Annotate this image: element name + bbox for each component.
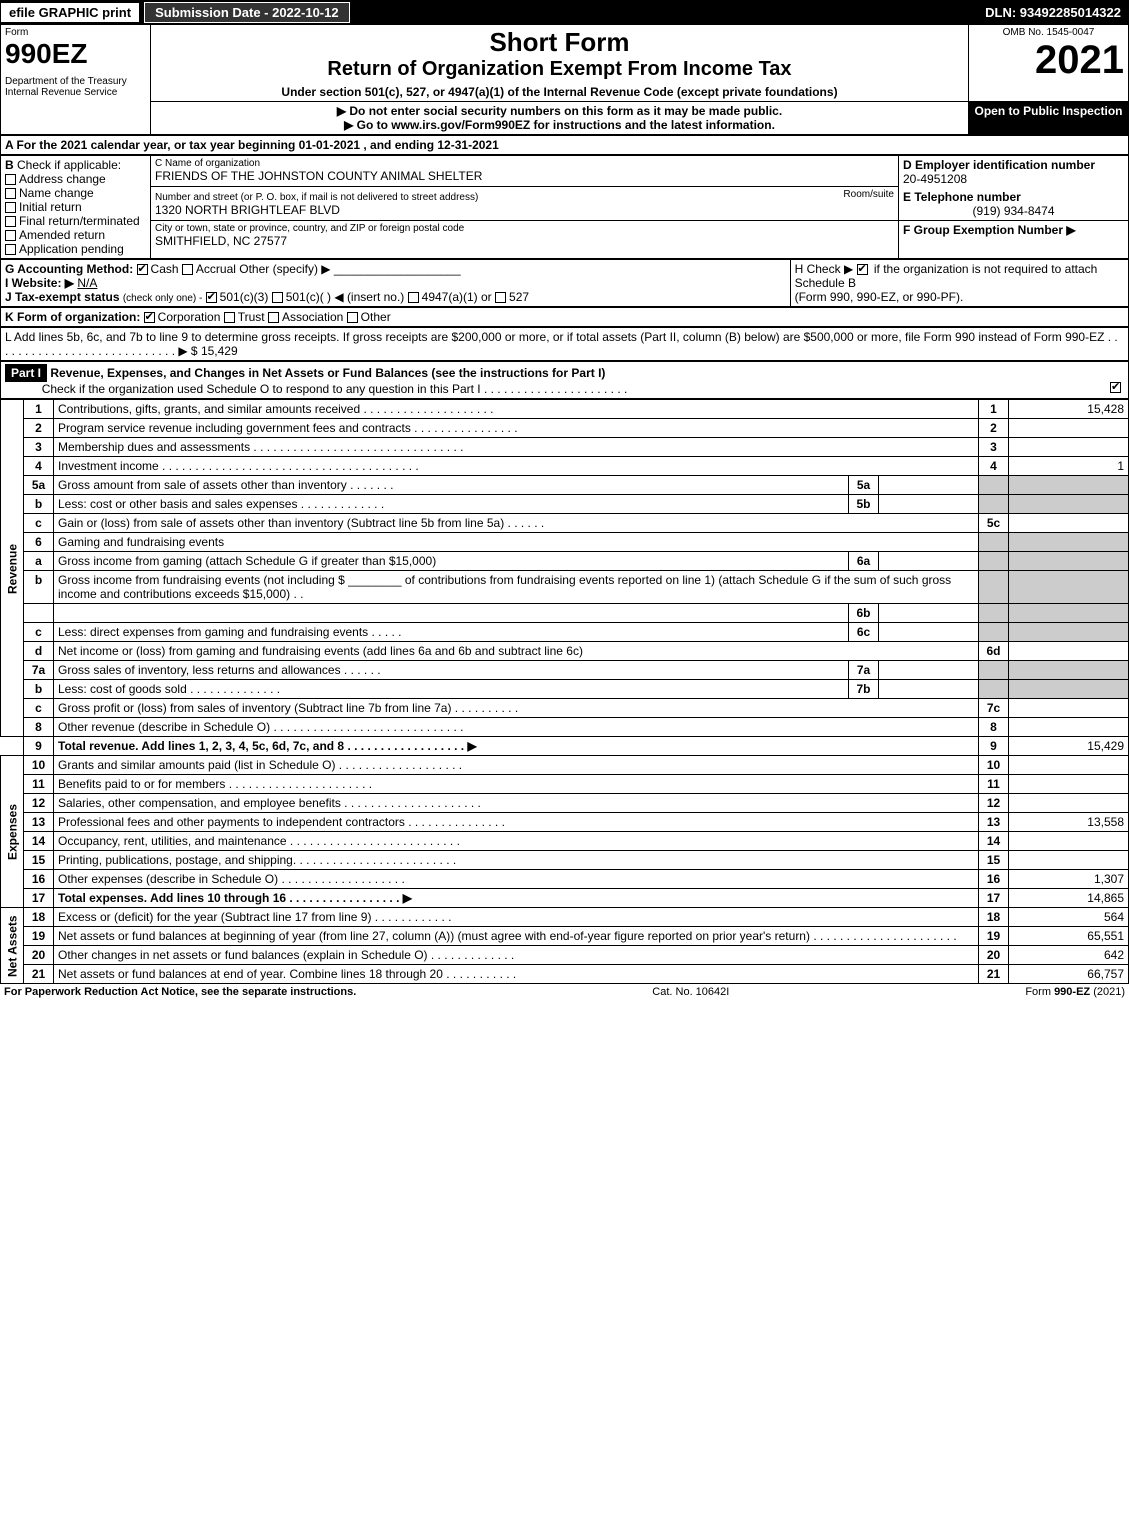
short-form-title: Short Form (155, 27, 964, 58)
submission-date: Submission Date - 2022-10-12 (144, 2, 350, 23)
l-amount: 15,429 (201, 344, 238, 358)
l-text: L Add lines 5b, 6c, and 7b to line 9 to … (5, 330, 1118, 358)
c-name-label: C Name of organization (155, 158, 894, 169)
ein-value: 20-4951208 (903, 172, 1124, 186)
website-value: N/A (77, 276, 97, 290)
form-number: 990EZ (5, 38, 146, 70)
501c3-checkbox[interactable] (206, 292, 217, 303)
part1-title: Revenue, Expenses, and Changes in Net As… (50, 366, 605, 380)
section-b-label: B (5, 158, 14, 172)
501c-checkbox[interactable] (272, 292, 283, 303)
h-checkbox[interactable] (857, 264, 868, 275)
amended-return-checkbox[interactable] (5, 230, 16, 241)
h-text3: (Form 990, 990-EZ, or 990-PF). (795, 290, 964, 304)
cash-checkbox[interactable] (137, 264, 148, 275)
form-ref: Form 990-EZ (2021) (1025, 986, 1125, 998)
main-title: Return of Organization Exempt From Incom… (155, 58, 964, 81)
subtitle: Under section 501(c), 527, or 4947(a)(1)… (155, 85, 964, 99)
dept-treasury: Department of the Treasury (5, 76, 146, 87)
part1-check-text: Check if the organization used Schedule … (42, 382, 628, 396)
e-phone-label: E Telephone number (903, 190, 1124, 204)
phone-value: (919) 934-8474 (903, 204, 1124, 218)
goto-link[interactable]: ▶ Go to www.irs.gov/Form990EZ for instru… (155, 118, 964, 132)
part1-schedule-o-checkbox[interactable] (1110, 382, 1121, 393)
i-website-label: I Website: ▶ (5, 276, 74, 290)
line17-total-expenses: 14,865 (1009, 889, 1129, 908)
org-name: FRIENDS OF THE JOHNSTON COUNTY ANIMAL SH… (155, 169, 894, 183)
irs-label: Internal Revenue Service (5, 87, 146, 98)
line20-amount: 642 (1009, 946, 1129, 965)
lines-table: Revenue 1 Contributions, gifts, grants, … (0, 399, 1129, 984)
city-state-zip: SMITHFIELD, NC 27577 (155, 234, 894, 248)
catalog-number: Cat. No. 10642I (652, 986, 729, 998)
line4-amount: 1 (1009, 457, 1129, 476)
netassets-section-label: Net Assets (1, 908, 24, 984)
dln-label: DLN: 93492285014322 (985, 5, 1129, 20)
line1-amount: 15,428 (1009, 400, 1129, 419)
address-change-checkbox[interactable] (5, 174, 16, 185)
final-return-checkbox[interactable] (5, 216, 16, 227)
d-ein-label: D Employer identification number (903, 158, 1124, 172)
g-label: G Accounting Method: (5, 262, 133, 276)
name-change-checkbox[interactable] (5, 188, 16, 199)
part1-label: Part I (5, 364, 47, 382)
accrual-checkbox[interactable] (182, 264, 193, 275)
efile-print-button[interactable]: efile GRAPHIC print (0, 2, 140, 23)
section-a: A For the 2021 calendar year, or tax yea… (1, 136, 1129, 155)
trust-checkbox[interactable] (224, 312, 235, 323)
revenue-section-label: Revenue (1, 400, 24, 737)
line13-amount: 13,558 (1009, 813, 1129, 832)
527-checkbox[interactable] (495, 292, 506, 303)
street-address: 1320 NORTH BRIGHTLEAF BLVD (155, 203, 340, 217)
city-label: City or town, state or province, country… (155, 223, 894, 234)
4947-checkbox[interactable] (408, 292, 419, 303)
other-org-checkbox[interactable] (347, 312, 358, 323)
f-group-exemption: F Group Exemption Number ▶ (903, 223, 1076, 237)
line18-amount: 564 (1009, 908, 1129, 927)
addr-label: Number and street (or P. O. box, if mail… (155, 192, 478, 203)
line9-total-revenue: 15,429 (1009, 737, 1129, 756)
h-text1: H Check ▶ (795, 262, 854, 276)
line19-amount: 65,551 (1009, 927, 1129, 946)
line21-amount: 66,757 (1009, 965, 1129, 984)
association-checkbox[interactable] (268, 312, 279, 323)
room-suite-label: Room/suite (843, 189, 894, 200)
page-footer: For Paperwork Reduction Act Notice, see … (0, 984, 1129, 1000)
corporation-checkbox[interactable] (144, 312, 155, 323)
open-to-public: Open to Public Inspection (969, 102, 1129, 135)
k-label: K Form of organization: (5, 310, 140, 324)
form-word: Form (5, 27, 146, 38)
line16-amount: 1,307 (1009, 870, 1129, 889)
tax-year: 2021 (973, 38, 1124, 83)
expenses-section-label: Expenses (1, 756, 24, 908)
application-pending-checkbox[interactable] (5, 244, 16, 255)
omb-number: OMB No. 1545-0047 (973, 27, 1124, 38)
paperwork-notice: For Paperwork Reduction Act Notice, see … (4, 986, 356, 998)
check-if-applicable: Check if applicable: (17, 158, 121, 172)
initial-return-checkbox[interactable] (5, 202, 16, 213)
j-label: J Tax-exempt status (5, 290, 120, 304)
ssn-warning: ▶ Do not enter social security numbers o… (155, 104, 964, 118)
form-header: Form 990EZ Department of the Treasury In… (0, 24, 1129, 135)
top-bar: efile GRAPHIC print Submission Date - 20… (0, 0, 1129, 24)
